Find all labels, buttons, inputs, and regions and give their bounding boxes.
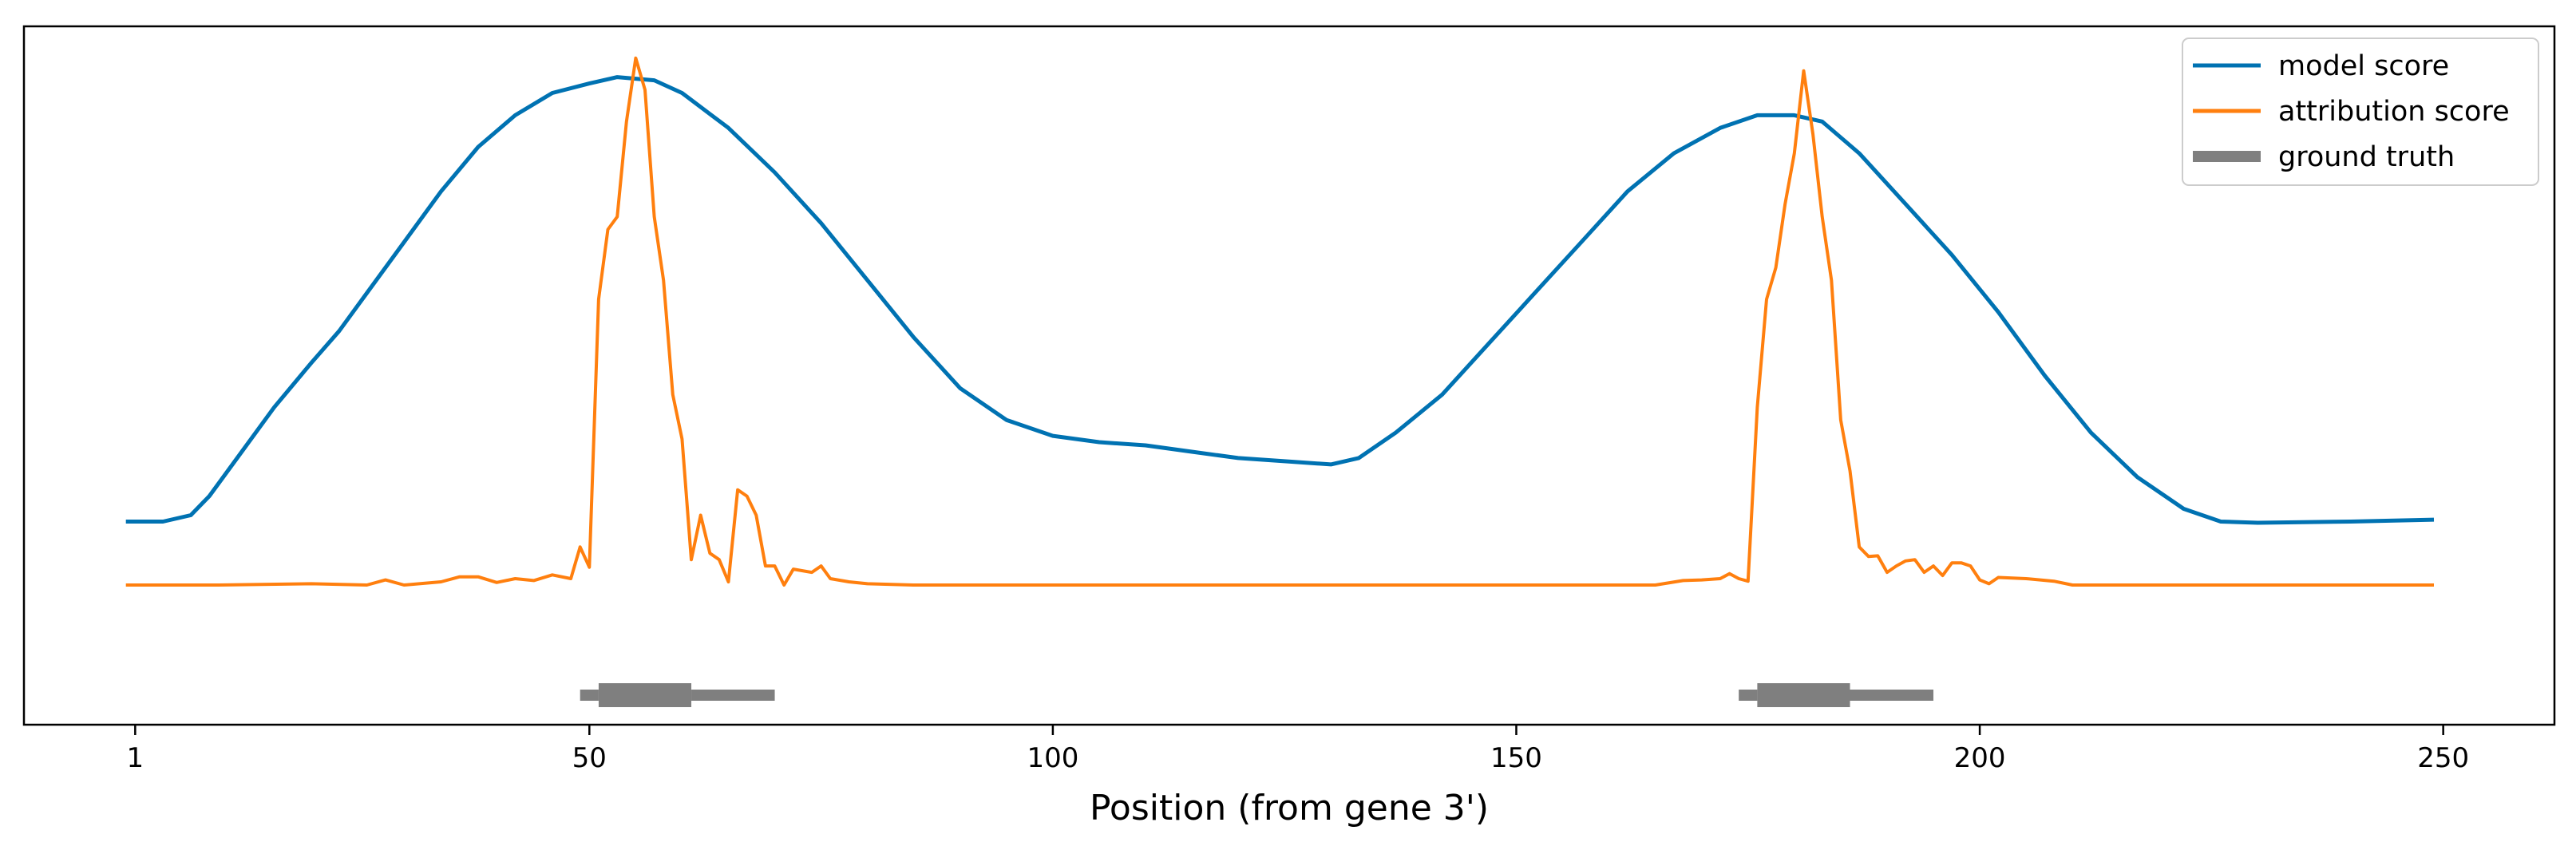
legend-frame [2182, 38, 2539, 186]
legend-label-model-score: model score [2278, 50, 2449, 82]
x-tick-label-50: 50 [572, 742, 607, 774]
x-tick-label-1: 1 [127, 742, 144, 774]
legend: model score attribution score ground tru… [2182, 38, 2539, 186]
x-axis-label: Position (from gene 3') [1090, 788, 1489, 828]
legend-label-attribution-score: attribution score [2278, 96, 2510, 128]
legend-label-ground-truth: ground truth [2278, 141, 2455, 173]
series-model-score [125, 75, 2435, 525]
x-axis-ticks: 1 50 100 150 200 250 [127, 725, 2469, 774]
x-tick-label-100: 100 [1027, 742, 1078, 774]
plot-frame [22, 25, 2556, 726]
x-tick-label-250: 250 [2417, 742, 2469, 774]
x-tick-label-200: 200 [1954, 742, 2006, 774]
line-attribution-score [125, 56, 2434, 587]
series-attribution-score [125, 56, 2434, 587]
line-model-score [125, 75, 2435, 525]
series-layer [125, 56, 2435, 707]
x-tick-label-150: 150 [1490, 742, 1542, 774]
